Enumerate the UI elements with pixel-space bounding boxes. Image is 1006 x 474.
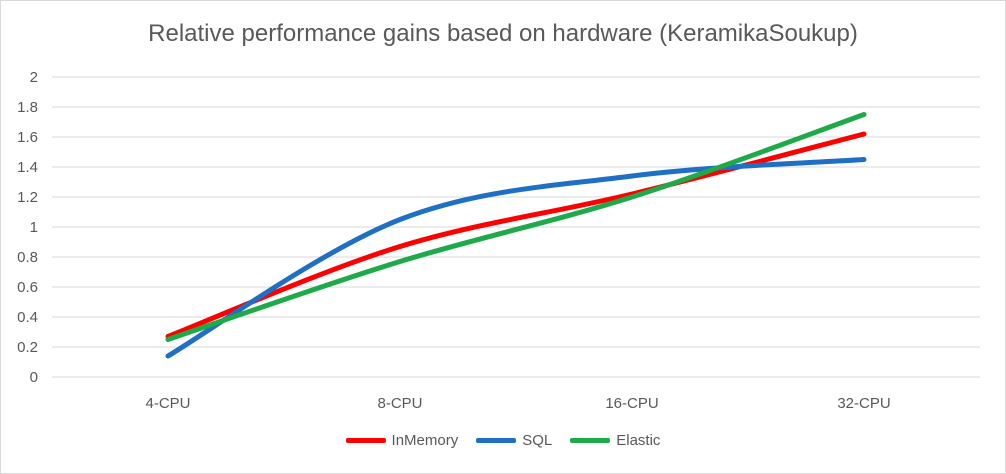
x-tick-label: 32-CPU <box>837 395 890 412</box>
series-line-sql <box>165 157 867 359</box>
chart-title: Relative performance gains based on hard… <box>148 20 858 47</box>
legend-item-sql: SQL <box>476 432 552 449</box>
y-tick-label: 0.4 <box>17 309 38 326</box>
y-tick-label: 1.4 <box>17 159 38 176</box>
legend: InMemory SQL Elastic <box>0 432 1006 449</box>
y-tick-label: 2 <box>30 69 38 86</box>
legend-swatch <box>476 438 517 443</box>
series-lines <box>165 112 867 359</box>
x-tick-label: 8-CPU <box>377 395 422 412</box>
y-tick-label: 0 <box>30 369 38 386</box>
y-tick-label: 1 <box>30 219 38 236</box>
y-tick-label: 0.6 <box>17 279 38 296</box>
legend-swatch <box>345 438 386 443</box>
x-tick-label: 16-CPU <box>605 395 658 412</box>
y-tick-label: 0.2 <box>17 339 38 356</box>
y-tick-label: 0.8 <box>17 249 38 266</box>
legend-item-elastic: Elastic <box>570 432 660 449</box>
x-axis-tick-labels: 4-CPU 8-CPU 16-CPU 32-CPU <box>145 395 890 412</box>
y-tick-label: 1.2 <box>17 189 38 206</box>
y-tick-label: 1.6 <box>17 129 38 146</box>
series-line-elastic <box>165 112 867 342</box>
legend-label: SQL <box>522 432 553 449</box>
x-tick-label: 4-CPU <box>145 395 190 412</box>
y-axis-tick-labels: 0 0.2 0.4 0.6 0.8 1 1.2 1.4 1.6 1.8 2 <box>17 69 38 386</box>
legend-swatch <box>570 438 611 443</box>
legend-item-inmemory: InMemory <box>345 432 459 449</box>
series-line-inmemory <box>165 131 867 339</box>
legend-label: InMemory <box>391 432 459 449</box>
y-tick-label: 1.8 <box>17 99 38 116</box>
legend-label: Elastic <box>616 432 661 449</box>
